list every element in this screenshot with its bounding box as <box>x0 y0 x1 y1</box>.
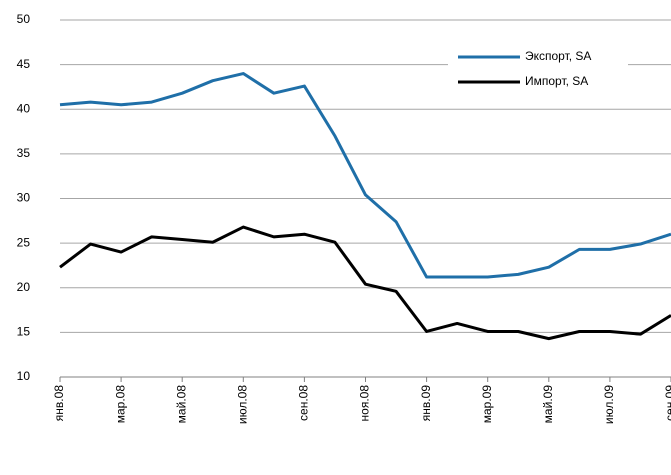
x-tick-label: янв.08 <box>52 385 66 422</box>
y-tick-label: 10 <box>17 369 31 383</box>
legend-label: Экспорт, SA <box>525 49 591 63</box>
y-tick-label: 25 <box>17 235 31 249</box>
x-tick-label: мар.08 <box>113 385 127 424</box>
x-tick-label: май.09 <box>541 385 555 424</box>
y-tick-label: 20 <box>17 280 31 294</box>
x-tick-label: янв.09 <box>419 385 433 422</box>
legend-label: Импорт, SA <box>525 74 588 88</box>
y-tick-label: 50 <box>17 12 31 26</box>
y-tick-label: 45 <box>17 57 31 71</box>
x-tick-label: июл.08 <box>235 385 249 424</box>
legend-box <box>448 44 628 96</box>
series-line <box>59 225 671 341</box>
y-tick-label: 15 <box>17 325 31 339</box>
x-tick-label: сен.09 <box>663 385 671 421</box>
x-tick-label: сен.08 <box>297 385 311 421</box>
y-tick-label: 35 <box>17 146 31 160</box>
x-tick-label: май.08 <box>174 385 188 424</box>
x-tick-label: ноя.08 <box>358 385 372 422</box>
x-tick-label: июл.09 <box>602 385 616 424</box>
y-tick-label: 40 <box>17 101 31 115</box>
series-line <box>59 72 671 279</box>
y-tick-label: 30 <box>17 191 31 205</box>
x-tick-label: мар.09 <box>480 385 494 424</box>
